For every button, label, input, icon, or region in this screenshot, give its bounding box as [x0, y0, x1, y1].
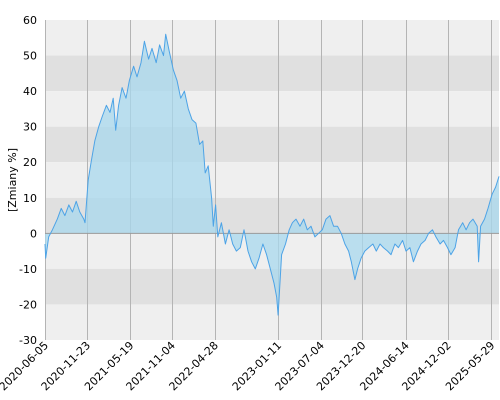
grid-band	[45, 304, 499, 340]
y-tick-label: -30	[19, 334, 37, 347]
y-tick-labels: 60 50 40 30 20 10 0 -10 -20 -30	[19, 14, 37, 347]
grid-band	[45, 55, 499, 92]
y-tick-label: 40	[23, 85, 37, 98]
y-tick-label: 30	[23, 121, 37, 134]
y-tick-label: -20	[19, 298, 37, 311]
y-tick-label: 50	[23, 50, 37, 63]
y-tick-label: 0	[30, 227, 37, 240]
y-tick-label: -10	[19, 263, 37, 276]
x-tick-labels: 2020-06-052020-11-232021-05-192021-11-04…	[0, 339, 498, 393]
y-tick-label: 60	[23, 14, 37, 27]
series-area	[45, 34, 499, 316]
series-line	[44, 33, 500, 316]
grid-band	[45, 20, 499, 56]
y-tick-label: 10	[23, 192, 37, 205]
y-axis-title: [Zmiany %]	[6, 148, 19, 212]
y-tick-label: 20	[23, 156, 37, 169]
